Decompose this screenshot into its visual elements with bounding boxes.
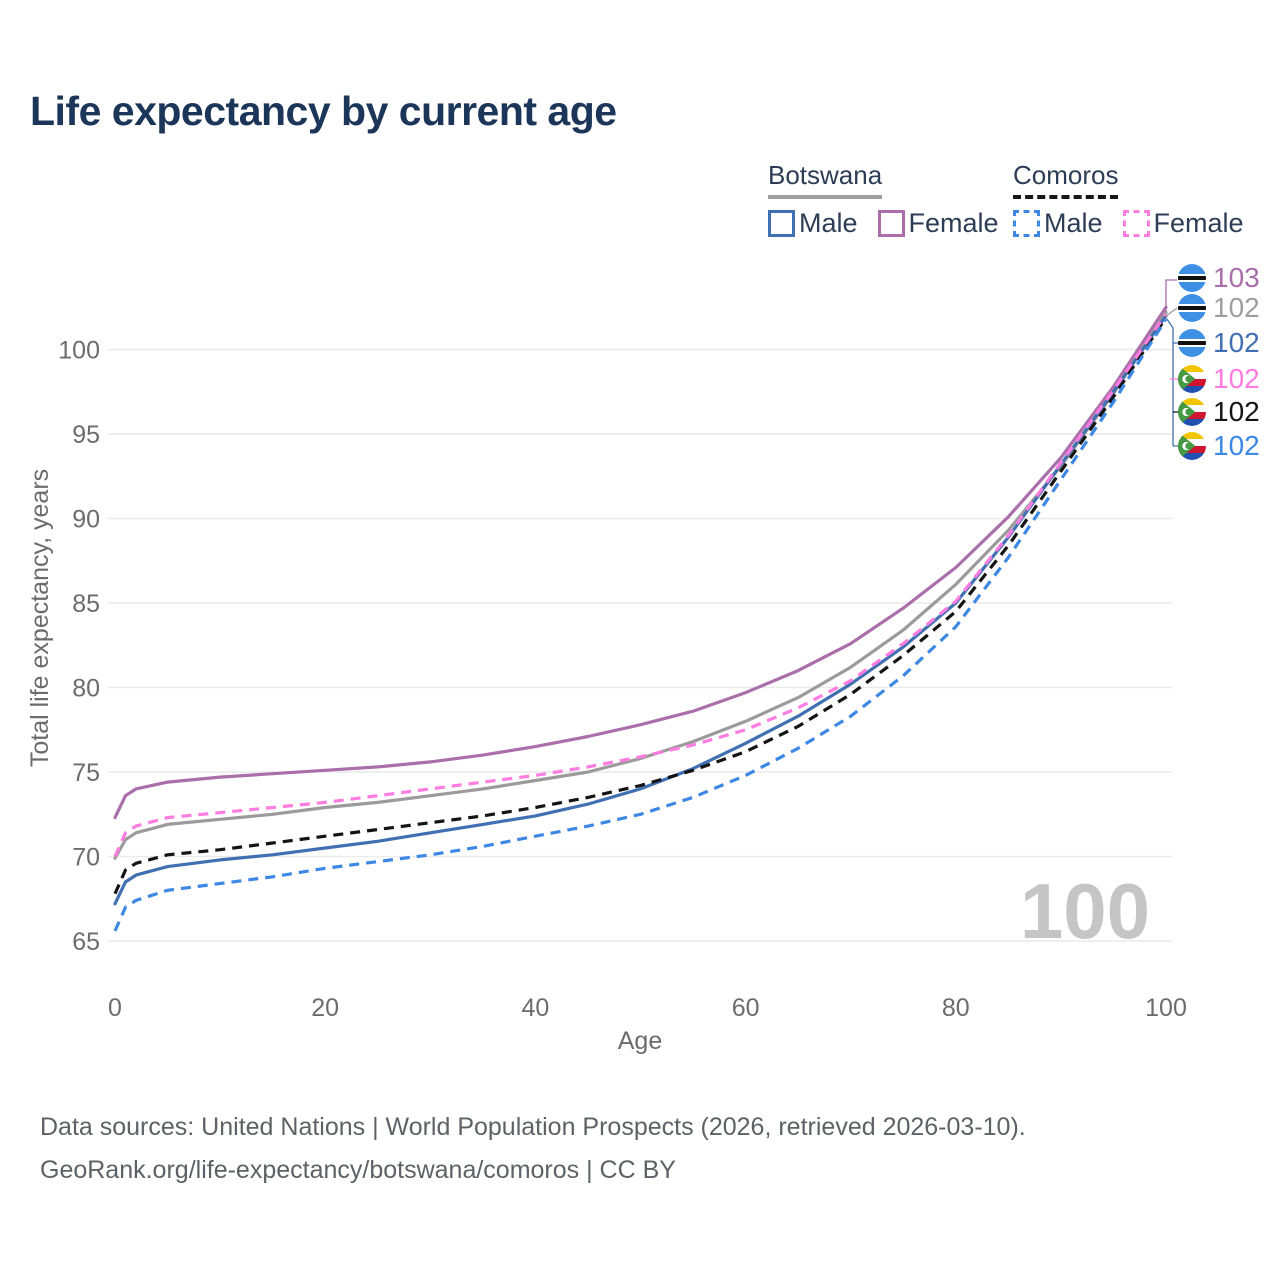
end-label-value: 102 xyxy=(1213,292,1260,323)
legend-label: Male xyxy=(799,208,858,238)
page-title: Life expectancy by current age xyxy=(30,88,617,134)
legend-comoros-label[interactable]: Comoros xyxy=(1013,160,1119,199)
legend-group-botswana: Botswana Male Female xyxy=(768,160,999,239)
y-tick-label: 70 xyxy=(72,844,100,872)
series-comoros-male[interactable] xyxy=(113,318,1168,932)
comoros-female-swatch-icon xyxy=(1122,210,1150,237)
comoros-flag-icon xyxy=(1178,398,1206,426)
series-botswana-male[interactable] xyxy=(113,314,1168,906)
legend-comoros-male[interactable]: Male xyxy=(1013,208,1103,239)
legend-group-comoros: Comoros Male Female xyxy=(1013,160,1244,239)
leader-line xyxy=(1166,318,1178,447)
legend-botswana-label[interactable]: Botswana xyxy=(768,160,883,199)
x-axis-label: Age xyxy=(618,1027,662,1055)
current-age-watermark: 100 xyxy=(1020,867,1150,955)
x-tick-label: 80 xyxy=(942,994,970,1022)
end-label-row: 102 xyxy=(1178,293,1260,323)
leader-line xyxy=(1165,279,1177,312)
end-label-row: 102 xyxy=(1178,397,1260,427)
y-axis-label: Total life expectancy, years xyxy=(26,469,54,767)
botswana-flag-icon xyxy=(1178,294,1206,322)
y-axis-ticks: 65 70 75 80 85 90 95 100 xyxy=(58,337,100,957)
y-tick-label: 100 xyxy=(58,337,100,365)
chart-series xyxy=(113,305,1168,932)
y-tick-label: 80 xyxy=(72,675,100,703)
botswana-male-swatch-icon xyxy=(768,210,795,237)
series-comoros-female[interactable] xyxy=(113,313,1168,858)
series-comoros-both-sexes[interactable] xyxy=(113,316,1168,895)
series-botswana-both-sexes[interactable] xyxy=(113,310,1168,860)
comoros-flag-icon xyxy=(1178,365,1206,393)
y-tick-label: 85 xyxy=(72,590,100,618)
legend-botswana-male[interactable]: Male xyxy=(768,208,858,239)
end-label-value: 103 xyxy=(1213,262,1260,293)
legend-label: Female xyxy=(908,208,999,238)
footer-datasource: Data sources: United Nations | World Pop… xyxy=(40,1113,1026,1141)
footer-attribution: GeoRank.org/life-expectancy/botswana/com… xyxy=(40,1156,676,1184)
x-tick-label: 60 xyxy=(732,994,760,1022)
leader-line xyxy=(1165,307,1178,317)
end-label-value: 102 xyxy=(1213,430,1260,461)
legend-botswana-female[interactable]: Female xyxy=(877,208,999,239)
end-label-value: 102 xyxy=(1213,363,1260,394)
comoros-male-swatch-icon xyxy=(1013,210,1040,237)
botswana-flag-icon xyxy=(1178,264,1206,292)
x-axis-ticks: 0 20 40 60 80 100 xyxy=(108,994,1187,1022)
x-tick-label: 40 xyxy=(521,994,549,1022)
x-tick-label: 0 xyxy=(108,994,122,1022)
y-tick-label: 75 xyxy=(72,759,100,787)
end-label-row: 102 xyxy=(1178,431,1260,461)
gridlines xyxy=(108,348,1172,942)
footer: Data sources: United Nations | World Pop… xyxy=(40,1106,1026,1192)
y-tick-label: 90 xyxy=(72,506,100,534)
botswana-flag-icon xyxy=(1178,329,1206,357)
end-label-row: 103 xyxy=(1178,263,1260,293)
comoros-flag-icon xyxy=(1178,432,1206,460)
legend-label: Female xyxy=(1153,208,1244,238)
legend-label: Male xyxy=(1044,208,1103,238)
botswana-female-swatch-icon xyxy=(877,210,905,237)
legend-comoros-female[interactable]: Female xyxy=(1122,208,1244,239)
end-label-value: 102 xyxy=(1213,327,1260,358)
end-label-row: 102 xyxy=(1178,328,1260,358)
series-botswana-female[interactable] xyxy=(113,305,1168,820)
y-tick-label: 95 xyxy=(72,421,100,449)
x-tick-label: 100 xyxy=(1145,994,1187,1022)
y-tick-label: 65 xyxy=(72,928,100,956)
end-label-row: 102 xyxy=(1178,364,1260,394)
end-label-leader-lines xyxy=(1165,279,1178,447)
x-tick-label: 20 xyxy=(311,994,339,1022)
end-label-value: 102 xyxy=(1213,396,1260,427)
